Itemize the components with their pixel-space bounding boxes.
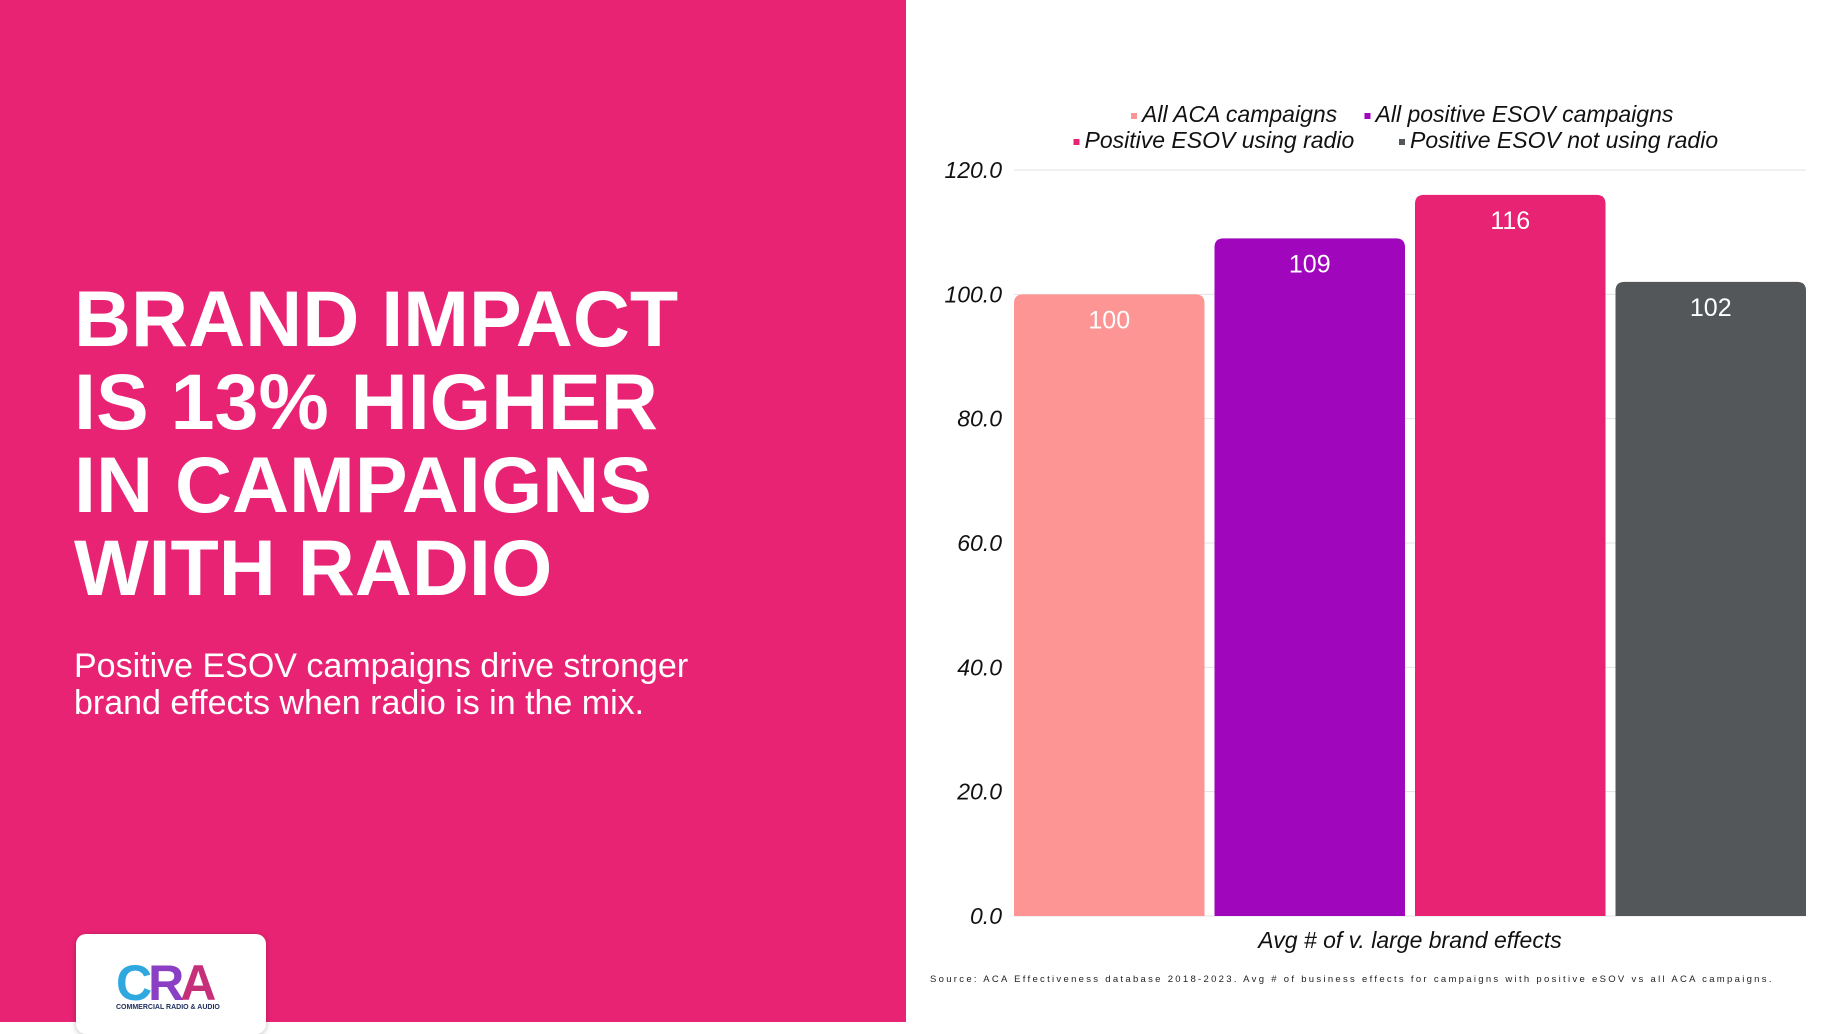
data-label: 102 [1690, 294, 1732, 322]
bar [1014, 294, 1205, 916]
subheadline-line: Positive ESOV campaigns drive stronger [74, 647, 689, 685]
headline: BRAND IMPACT IS 13% HIGHER IN CAMPAIGNS … [74, 277, 874, 609]
headline-line: IN CAMPAIGNS [74, 440, 652, 529]
y-tick-label: 0.0 [970, 903, 1002, 929]
x-axis-label: Avg # of v. large brand effects [1256, 927, 1562, 953]
logo-card: CRA COMMERCIAL RADIO & AUDIO [76, 934, 266, 1034]
headline-line: BRAND IMPACT [74, 274, 679, 363]
cra-logo: CRA [116, 955, 216, 1011]
data-label: 100 [1088, 306, 1130, 334]
y-tick-label: 40.0 [957, 654, 1002, 680]
legend-label: Positive ESOV not using radio [1410, 127, 1718, 153]
y-tick-label: 20.0 [956, 779, 1002, 805]
headline-line: IS 13% HIGHER [74, 357, 658, 446]
legend-swatch [1399, 139, 1405, 145]
legend-label: All ACA campaigns [1140, 101, 1338, 127]
logo-letter: A [180, 955, 216, 1011]
legend-label: Positive ESOV using radio [1085, 127, 1355, 153]
headline-line: WITH RADIO [74, 523, 553, 612]
y-tick-label: 60.0 [957, 530, 1002, 556]
legend-swatch [1131, 113, 1137, 119]
y-tick-label: 120.0 [944, 157, 1002, 183]
subheadline-line: brand effects when radio is in the mix. [74, 684, 645, 722]
data-label: 109 [1289, 250, 1331, 278]
logo-letter: R [148, 955, 184, 1011]
data-label: 116 [1490, 207, 1530, 235]
logo-tagline: COMMERCIAL RADIO & AUDIO [116, 1004, 220, 1011]
bar [1415, 194, 1606, 916]
y-tick-label: 100.0 [944, 281, 1002, 307]
source-note: Source: ACA Effectiveness database 2018-… [930, 974, 1774, 985]
legend-label: All positive ESOV campaigns [1374, 101, 1674, 127]
left-panel: BRAND IMPACT IS 13% HIGHER IN CAMPAIGNS … [0, 0, 906, 1034]
subheadline: Positive ESOV campaigns drive stronger b… [74, 648, 834, 722]
logo-letter: C [116, 955, 152, 1011]
y-tick-label: 80.0 [957, 406, 1002, 432]
legend-swatch [1364, 113, 1371, 119]
bar-chart: 0.0 20.0 40.0 60.0 80.0 100.0 120.0 100 109 116 10… [944, 101, 1806, 953]
bar [1214, 238, 1405, 917]
bar [1615, 281, 1806, 916]
legend-swatch [1073, 139, 1080, 145]
